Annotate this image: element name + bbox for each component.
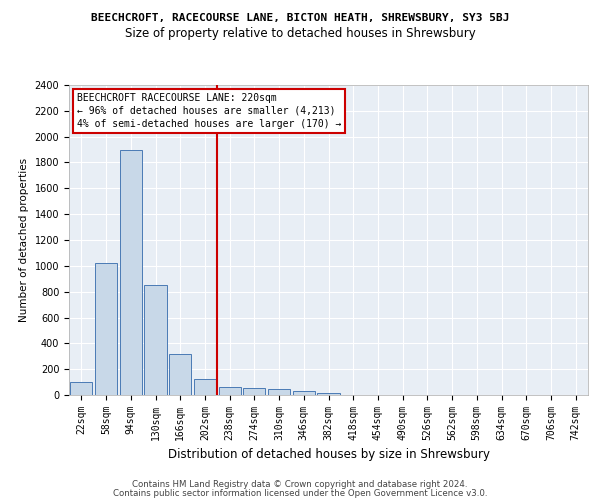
Text: Contains public sector information licensed under the Open Government Licence v3: Contains public sector information licen… — [113, 490, 487, 498]
Bar — [268, 389, 290, 395]
Bar — [119, 150, 142, 395]
Text: Size of property relative to detached houses in Shrewsbury: Size of property relative to detached ho… — [125, 28, 475, 40]
Bar — [243, 388, 265, 395]
Bar — [169, 354, 191, 395]
Y-axis label: Number of detached properties: Number of detached properties — [19, 158, 29, 322]
Text: Contains HM Land Registry data © Crown copyright and database right 2024.: Contains HM Land Registry data © Crown c… — [132, 480, 468, 489]
Bar — [145, 284, 167, 395]
Text: BEECHCROFT, RACECOURSE LANE, BICTON HEATH, SHREWSBURY, SY3 5BJ: BEECHCROFT, RACECOURSE LANE, BICTON HEAT… — [91, 12, 509, 22]
X-axis label: Distribution of detached houses by size in Shrewsbury: Distribution of detached houses by size … — [167, 448, 490, 462]
Bar — [317, 393, 340, 395]
Bar — [95, 263, 117, 395]
Bar — [293, 392, 315, 395]
Bar — [70, 382, 92, 395]
Bar — [194, 379, 216, 395]
Text: BEECHCROFT RACECOURSE LANE: 220sqm
← 96% of detached houses are smaller (4,213)
: BEECHCROFT RACECOURSE LANE: 220sqm ← 96%… — [77, 93, 341, 129]
Bar — [218, 386, 241, 395]
